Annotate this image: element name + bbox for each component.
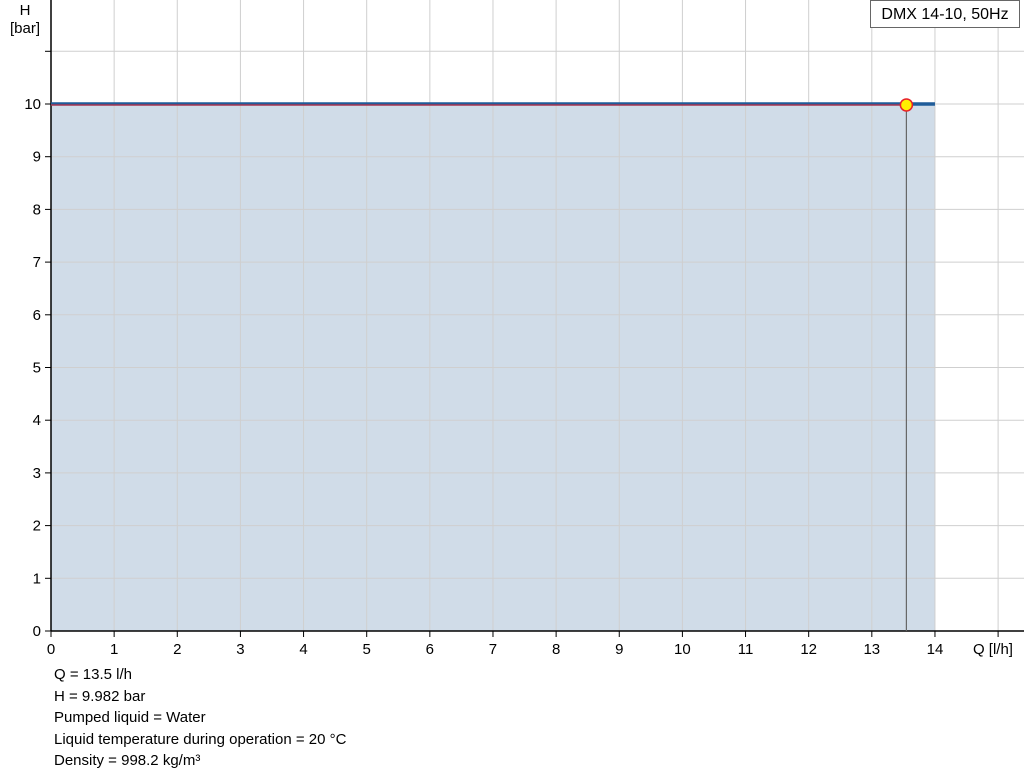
x-tick-label: 3: [236, 641, 244, 658]
y-tick-label: 8: [33, 201, 41, 218]
y-axis-label-quantity: H: [19, 2, 31, 19]
y-tick-label: 7: [33, 254, 41, 271]
y-tick-label: 2: [33, 518, 41, 535]
operating-point-info: Q = 13.5 l/h H = 9.982 bar Pumped liquid…: [54, 664, 346, 772]
x-tick-label: 10: [674, 641, 691, 658]
info-head: H = 9.982 bar: [54, 687, 146, 705]
x-tick-label: 5: [363, 641, 371, 658]
operating-point-marker: [899, 98, 914, 112]
info-flow: Q = 13.5 l/h: [54, 666, 132, 683]
info-temperature: Liquid temperature during operation = 20…: [54, 730, 347, 748]
y-tick-label: 10: [24, 96, 41, 113]
y-tick-label: 5: [33, 360, 41, 377]
y-tick-label: 4: [33, 412, 41, 429]
y-tick-label: 9: [33, 149, 41, 166]
legend-entry: DMX 14-10, 50Hz: [870, 0, 1020, 28]
info-liquid: Pumped liquid = Water: [54, 709, 206, 727]
x-tick-label: 13: [863, 641, 880, 658]
x-tick-label: 8: [552, 641, 560, 658]
x-tick-label: 9: [615, 641, 623, 658]
x-tick-label: 14: [927, 641, 944, 658]
x-tick-label: 1: [110, 641, 118, 658]
x-tick-label: 7: [489, 641, 497, 658]
x-tick-label: 4: [299, 641, 307, 658]
x-tick-label: 6: [426, 641, 434, 658]
info-density: Density = 998.2 kg/m³: [54, 752, 201, 770]
x-axis-label: Q [l/h]: [973, 641, 1013, 658]
y-axis-label-unit: [bar]: [9, 20, 40, 37]
x-tick-label: 12: [800, 641, 817, 658]
y-tick-label: 1: [33, 570, 41, 587]
y-tick-label: 6: [33, 307, 41, 324]
x-tick-label: 2: [173, 641, 181, 658]
x-tick-label: 11: [738, 641, 754, 658]
x-tick-label: 0: [47, 641, 55, 658]
y-tick-label: 3: [33, 465, 41, 482]
y-tick-label: 0: [33, 623, 41, 640]
